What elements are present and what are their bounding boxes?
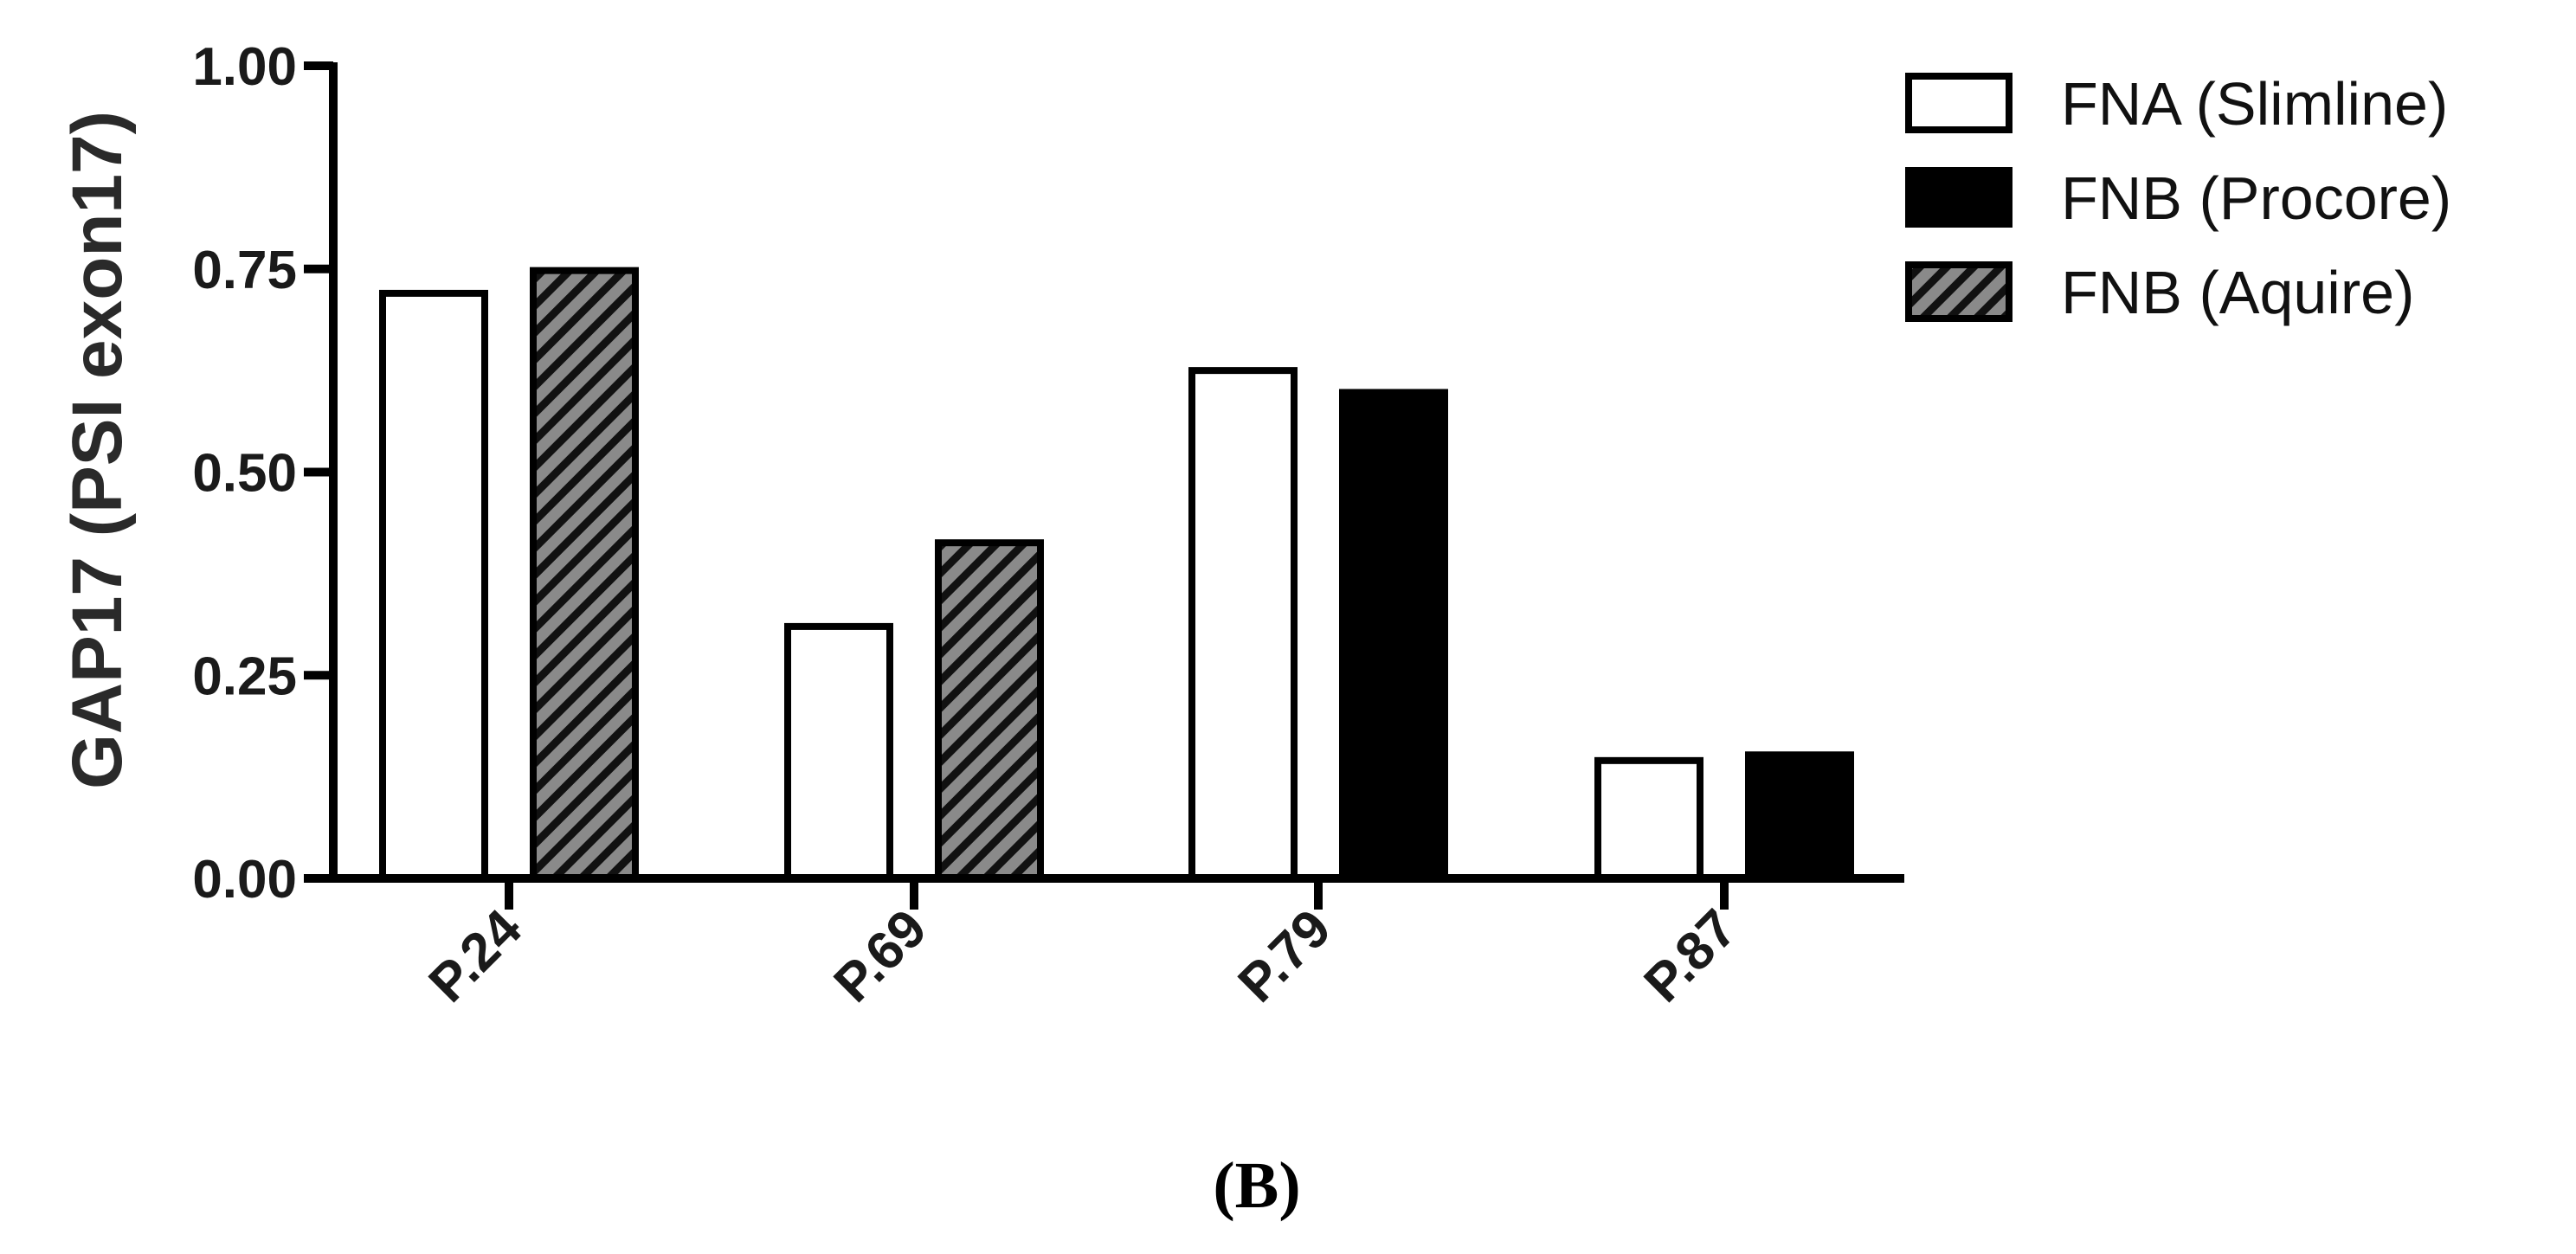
y-tick-label: 0.50 [192, 444, 297, 504]
bar-P24-series-2 [530, 267, 639, 882]
bar-P87-series-1 [1745, 751, 1854, 882]
legend-swatch [1905, 73, 2012, 133]
y-axis-title: GAP17 (PSI exon17) [58, 111, 137, 789]
bar-P69-series-2 [935, 539, 1044, 882]
bars-layer [379, 267, 1854, 883]
legend-label: FNA (Slimline) [2061, 70, 2448, 138]
x-category-label: P.79 [1227, 898, 1343, 1013]
y-tick-label: 0.00 [192, 850, 297, 910]
axes-layer [304, 61, 1904, 910]
legend-label: FNB (Procore) [2061, 164, 2451, 232]
legend: FNA (Slimline) FNB (Procore) FNB (Aquire) [1905, 70, 2451, 326]
bar-P79-series-0 [1188, 367, 1298, 882]
y-tick-label: 0.25 [192, 646, 297, 706]
bar-P79-series-1 [1339, 389, 1448, 882]
legend-swatch [1905, 261, 2012, 322]
panel-label: (B) [1213, 1149, 1300, 1222]
bar-P69-series-0 [784, 622, 893, 882]
y-tick-label: 0.75 [192, 241, 297, 300]
bar-P24-series-0 [379, 289, 488, 883]
x-category-label: P.24 [418, 898, 534, 1014]
x-category-label: P.87 [1633, 898, 1748, 1013]
x-category-label: P.69 [823, 898, 938, 1013]
y-tick-label: 1.00 [192, 37, 297, 97]
legend-label: FNB (Aquire) [2061, 259, 2414, 326]
bar-P87-series-0 [1594, 756, 1703, 882]
legend-swatch [1905, 167, 2012, 228]
